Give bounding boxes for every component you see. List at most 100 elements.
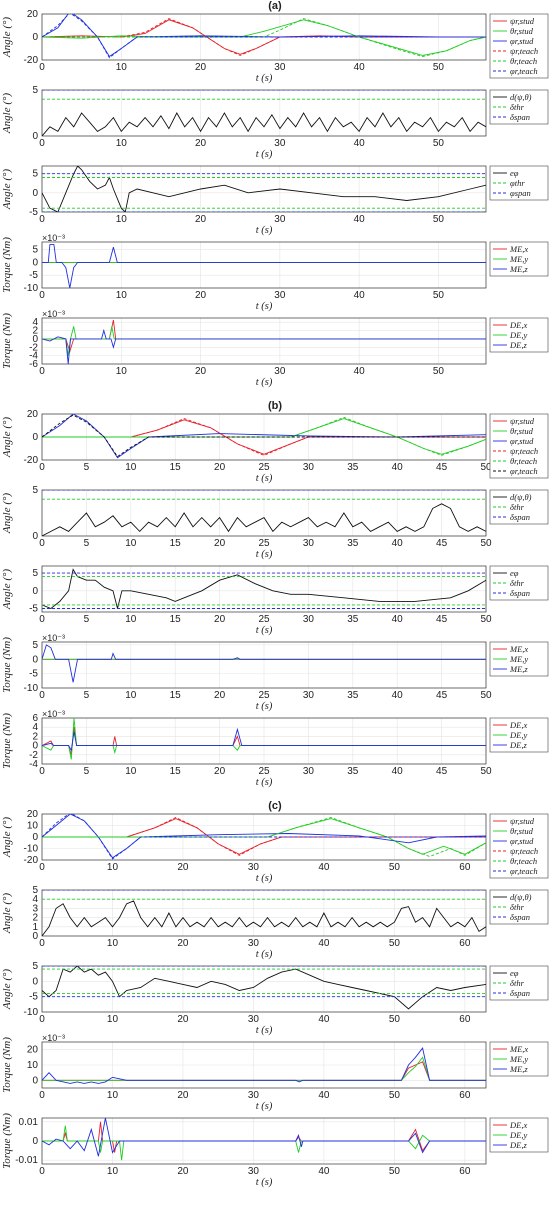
series-line [42, 727, 486, 752]
legend-label: DE,y [509, 730, 527, 740]
x-tick-label: 0 [39, 62, 45, 73]
y-tick-label: -2 [29, 750, 38, 761]
y-axis-label: Angle (°) [1, 169, 13, 210]
axes-frame [41, 241, 487, 289]
series-line [42, 1118, 486, 1157]
series-line [42, 1056, 486, 1081]
series-line [42, 814, 486, 860]
series-line [42, 644, 486, 683]
series-line [42, 19, 486, 56]
series-line [42, 14, 486, 59]
legend-label: d(ψ,θ) [510, 92, 532, 102]
legend-label: δthr [510, 902, 525, 912]
legend-label: θr,stud [510, 826, 534, 836]
subplot: 0 5 10 15 20 25 30 35 40 45 50 0 5 t (s) Angle (°) d(ψ,… [1, 485, 549, 560]
y-tick-label: 0 [32, 931, 38, 942]
series-line [42, 1047, 486, 1084]
y-tick-label: 0 [32, 654, 38, 665]
series-line [42, 112, 486, 136]
x-axis-label: t (s) [256, 1025, 273, 1036]
x-tick-label: 10 [107, 1090, 119, 1101]
legend-label: ψr,stud [510, 16, 535, 26]
legend-label: DE,x [509, 720, 527, 730]
y-axis-label: Torque (Nm) [1, 1113, 13, 1169]
series-line [42, 817, 486, 857]
legend-label: DE,z [509, 340, 527, 350]
legend-label: δspan [510, 988, 530, 998]
series-line [42, 18, 486, 57]
series-line [42, 418, 486, 456]
y-axis-label: Angle (°) [1, 817, 13, 858]
x-tick-label: 45 [436, 766, 448, 777]
x-tick-label: 20 [214, 462, 226, 473]
y-tick-label: 0 [32, 188, 38, 199]
series-line [42, 244, 486, 288]
x-tick-label: 30 [248, 938, 260, 949]
y-tick-label: -5 [29, 207, 38, 218]
x-tick-label: 50 [389, 1166, 401, 1177]
series-line [42, 14, 486, 58]
y-tick-label: 4 [32, 894, 38, 905]
y-axis-label: Torque (Nm) [1, 637, 13, 693]
x-tick-label: 20 [214, 766, 226, 777]
x-tick-label: 0 [39, 462, 45, 473]
x-tick-label: 0 [39, 862, 45, 873]
x-tick-label: 30 [248, 862, 260, 873]
series-line [42, 814, 486, 859]
x-tick-label: 5 [84, 538, 90, 549]
x-axis-label: t (s) [256, 473, 273, 484]
legend-label: ME,y [509, 654, 528, 664]
x-tick-label: 0 [39, 690, 45, 701]
y-tick-label: 5 [32, 245, 38, 256]
x-tick-label: 25 [258, 766, 270, 777]
x-tick-label: 15 [170, 462, 182, 473]
x-tick-label: 40 [318, 1166, 330, 1177]
x-tick-label: 60 [459, 1166, 471, 1177]
x-tick-label: 20 [195, 290, 207, 301]
x-tick-label: 10 [116, 62, 128, 73]
x-tick-label: 10 [125, 614, 137, 625]
x-tick-label: 50 [480, 614, 492, 625]
x-tick-label: 50 [480, 462, 492, 473]
legend-label: ψr,stud [510, 816, 535, 826]
y-tick-label: 6 [32, 713, 38, 724]
y-tick-label: 1 [32, 922, 38, 933]
x-tick-label: 40 [354, 138, 366, 149]
y-tick-label: -20 [24, 55, 39, 66]
y-tick-label: 20 [27, 1045, 39, 1056]
y-tick-label: 4 [32, 722, 38, 733]
legend-label: d(ψ,θ) [510, 492, 532, 502]
subplot: 0 5 10 15 20 25 30 35 40 45 50-10-505×10⁻³t (s)Tor… [1, 633, 549, 712]
x-tick-label: 10 [116, 290, 128, 301]
x-tick-label: 20 [195, 366, 207, 377]
y-tick-label: 10 [27, 1060, 39, 1071]
legend-label: φr,stud [510, 436, 534, 446]
y-tick-label: -2 [29, 342, 38, 353]
y-tick-label: 0 [32, 334, 38, 345]
x-tick-label: 40 [354, 214, 366, 225]
legend-label: ME,y [509, 1054, 528, 1064]
x-tick-label: 40 [318, 938, 330, 949]
x-tick-label: 30 [274, 366, 286, 377]
series-line [42, 1061, 486, 1081]
x-tick-label: 30 [248, 1090, 260, 1101]
legend-label: DE,y [509, 330, 527, 340]
y-tick-label: 20 [27, 9, 39, 20]
x-tick-label: 10 [125, 766, 137, 777]
x-tick-label: 30 [303, 766, 315, 777]
x-tick-label: 25 [258, 538, 270, 549]
legend-label: δthr [510, 578, 525, 588]
y-tick-label: 0 [32, 832, 38, 843]
y-tick-label: 2 [32, 326, 38, 337]
series-line [42, 503, 486, 536]
legend-label: θr,teach [510, 56, 537, 66]
legend-label: DE,x [509, 320, 527, 330]
y-tick-label: 0.01 [19, 1117, 39, 1128]
series-line [42, 818, 486, 855]
x-tick-label: 0 [39, 366, 45, 377]
x-tick-label: 40 [318, 1014, 330, 1025]
y-tick-label: 0 [32, 1075, 38, 1086]
